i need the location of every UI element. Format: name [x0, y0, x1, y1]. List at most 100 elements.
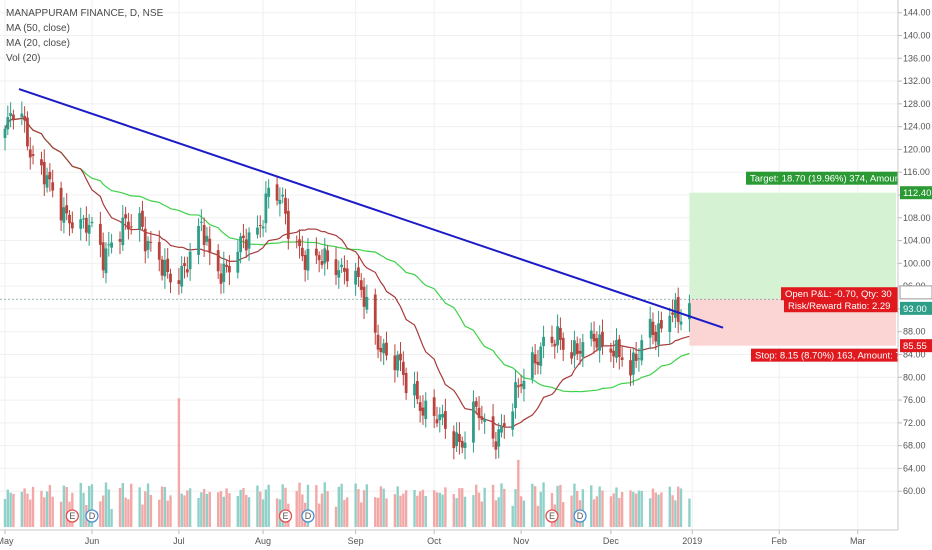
volume-bar [632, 491, 635, 527]
candle-body [68, 214, 71, 224]
candle-body [337, 270, 341, 278]
x-tick-label: 2019 [682, 536, 702, 546]
entry-price-badge-text: 93.70 [903, 288, 927, 299]
target-label: Target: 18.70 (19.96%) 374, Amount: [746, 171, 932, 185]
volume-bar [376, 497, 380, 527]
volume-bar [202, 488, 206, 527]
candle-body [320, 261, 324, 265]
candle-body [494, 441, 498, 450]
volume-bar [180, 493, 183, 527]
volume-bar [228, 493, 231, 527]
x-tick-label: Sep [348, 536, 364, 546]
y-tick-label: 108.00 [903, 213, 931, 223]
candle-body [533, 354, 537, 364]
candle-body [45, 175, 49, 188]
candle-body [121, 217, 125, 246]
candle-body [267, 187, 271, 197]
candle-body [491, 416, 495, 439]
y-tick-label: 84.00 [903, 349, 926, 359]
volume-bar [595, 496, 599, 527]
candle-body [617, 339, 621, 357]
candle-body [483, 418, 487, 422]
volume-bar [31, 486, 35, 527]
candle-body [247, 232, 251, 249]
y-tick-label: 72.00 [903, 418, 926, 428]
candle-body [578, 350, 582, 354]
candle-body [519, 384, 523, 387]
ma50-legend[interactable]: MA (50, close) [6, 23, 70, 34]
candle-body [242, 235, 245, 239]
volume-bar [601, 490, 604, 527]
volume-bar [3, 499, 7, 527]
volume-bar [259, 491, 262, 527]
candle-body [281, 194, 285, 197]
candle-body [127, 221, 130, 230]
volume-bar [576, 490, 579, 527]
volume-bar [404, 490, 408, 527]
volume-bar [511, 505, 514, 527]
candle-body [275, 184, 279, 201]
volume-bar [382, 488, 385, 527]
ma20-line [4, 117, 690, 428]
volume-bar [463, 496, 467, 527]
candle-body [298, 239, 301, 247]
candle-body [129, 226, 133, 228]
y-tick-label: 136.00 [903, 53, 931, 63]
marker-circle [301, 509, 315, 523]
volume-bar [323, 482, 326, 527]
candle-body [514, 382, 517, 409]
symbol-title[interactable]: MANAPPURAM FINANCE, D, NSE [6, 8, 164, 19]
candle-body [474, 401, 478, 407]
volume-legend[interactable]: Vol (20) [6, 53, 41, 64]
volume-bar [177, 398, 181, 527]
volume-bar [219, 491, 223, 527]
volume-bar [87, 485, 91, 527]
candle-body [399, 353, 402, 361]
entry-price-badge: 93.70 [899, 285, 932, 300]
candle-body [180, 265, 184, 287]
volume-bar [494, 500, 498, 527]
candle-body [404, 372, 408, 394]
x-tick-label: Jul [173, 536, 185, 546]
volume-bar [573, 483, 576, 527]
candle-body [197, 225, 200, 255]
price-axis-badges: 112.40 93.70 93.00 85.55 [899, 186, 932, 353]
volume-bar [59, 501, 63, 527]
candle-body [654, 331, 658, 342]
candle-body [452, 431, 456, 449]
volume-bar [146, 483, 150, 527]
candle-body [317, 255, 321, 261]
volume-bar [629, 490, 632, 527]
marker-letter: E [549, 511, 555, 521]
y-tick-label: 60.00 [903, 486, 926, 496]
volume-bar [169, 495, 172, 527]
volume-bar [197, 497, 200, 527]
volume-bar [671, 495, 674, 527]
volume-bar [104, 482, 108, 527]
volume-bar [491, 484, 495, 527]
candle-body [219, 273, 223, 284]
candle-body [157, 242, 161, 260]
price-axis-panel[interactable] [898, 0, 932, 530]
volume-bar [124, 497, 127, 527]
marker-circle [573, 509, 587, 523]
trendline[interactable] [18, 88, 724, 329]
candle-body [418, 402, 422, 411]
candle-body [286, 210, 290, 239]
volume-bar [107, 489, 110, 527]
volume-bar [522, 500, 526, 527]
risk-reward-label: Risk/Reward Ratio: 2.29 [784, 299, 917, 313]
volume-bar [618, 497, 621, 527]
candle-body [82, 218, 85, 220]
candle-body [138, 213, 142, 230]
ma20-legend[interactable]: MA (20, close) [6, 38, 70, 49]
candle-body [432, 397, 436, 416]
x-tick-label: Nov [513, 536, 530, 546]
volume-bar [531, 483, 534, 527]
candle-body [581, 342, 585, 357]
candle-body [435, 419, 439, 424]
volume-bar [424, 496, 427, 527]
candle-body [334, 259, 338, 275]
volume-bar [458, 488, 461, 527]
